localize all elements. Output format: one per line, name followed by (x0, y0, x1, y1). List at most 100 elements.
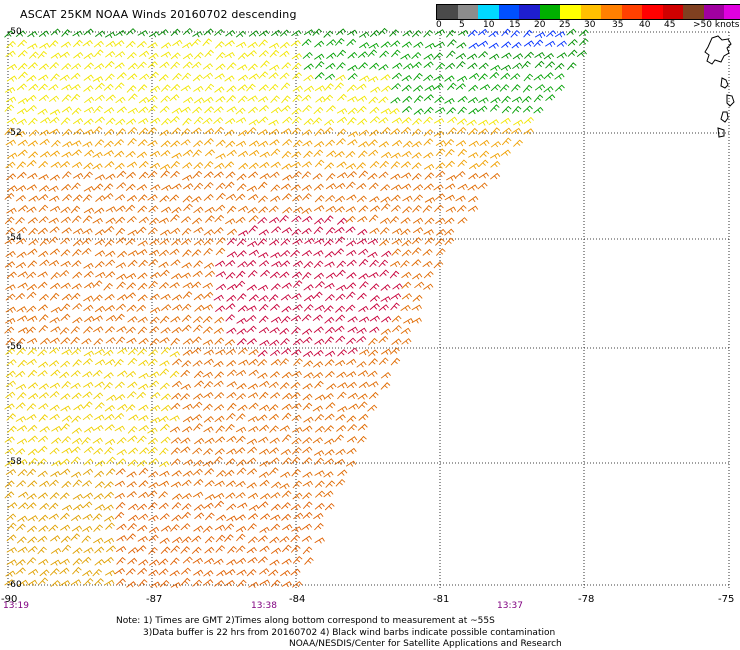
wind-barb (247, 383, 259, 390)
wind-barb (301, 184, 312, 191)
wind-barb (126, 194, 138, 202)
wind-barb (292, 492, 303, 500)
wind-barb (348, 403, 359, 410)
wind-barb (193, 293, 204, 301)
wind-barb (193, 370, 204, 379)
wind-barb (126, 85, 137, 93)
wind-barb (203, 160, 214, 169)
wind-barb (314, 457, 324, 466)
wind-barb (499, 84, 510, 92)
wind-barb (380, 203, 391, 211)
wind-barb (5, 380, 16, 388)
wind-barb (160, 327, 171, 334)
wind-barb (137, 524, 148, 532)
legend-swatch (683, 5, 704, 19)
wind-barb (103, 192, 114, 200)
wind-barb (292, 194, 303, 202)
wind-barb (246, 568, 257, 577)
wind-barb (269, 425, 279, 433)
wind-barb (301, 314, 312, 322)
wind-barb (281, 558, 292, 565)
wind-barb (554, 73, 565, 80)
wind-barb (248, 348, 259, 356)
wind-barb (27, 62, 38, 70)
wind-barb (213, 106, 224, 114)
wind-barb (225, 259, 236, 267)
wind-barb (444, 97, 455, 105)
wind-barb (4, 261, 16, 268)
wind-barb (92, 217, 103, 224)
wind-barb (61, 480, 72, 489)
wind-barb (391, 117, 403, 124)
wind-barb (50, 535, 61, 542)
wind-barb (280, 82, 291, 91)
wind-barb (5, 161, 16, 169)
wind-barb (301, 171, 312, 179)
wind-barb (4, 460, 15, 467)
wind-barb (48, 502, 59, 511)
wind-barb (280, 249, 291, 257)
wind-barb (214, 524, 226, 531)
wind-barb (204, 468, 215, 476)
wind-barb (193, 161, 204, 170)
wind-barb (214, 41, 225, 49)
wind-barb (313, 450, 325, 457)
wind-barb (191, 196, 202, 203)
wind-barb (147, 61, 158, 69)
wind-barb (346, 240, 357, 247)
wind-barb (435, 107, 446, 114)
wind-barb (27, 43, 38, 50)
wind-barb (323, 238, 334, 247)
wind-barb (93, 578, 104, 586)
wind-barb (125, 171, 137, 179)
wind-barb (391, 324, 402, 333)
wind-barb (567, 38, 578, 47)
wind-barb (445, 148, 455, 157)
wind-barb (401, 126, 411, 135)
wind-barb (258, 195, 268, 203)
wind-barb (94, 481, 105, 489)
wind-barb (60, 524, 71, 531)
wind-barb (380, 382, 391, 390)
wind-barb (105, 94, 116, 102)
wind-barb (367, 404, 378, 412)
wind-barb (336, 260, 347, 269)
wind-barb (378, 357, 389, 366)
lat-label: -56 (7, 342, 22, 352)
wind-barb (171, 501, 182, 510)
wind-barb (248, 504, 260, 511)
wind-barb (213, 558, 224, 565)
wind-barb (38, 74, 49, 81)
wind-barb (38, 293, 49, 301)
wind-barb (15, 383, 27, 390)
wind-barb (314, 140, 325, 148)
wind-barb (334, 226, 345, 234)
wind-barb (6, 413, 17, 421)
wind-barb (324, 162, 335, 170)
wind-barb (170, 557, 180, 566)
wind-barb (49, 61, 60, 70)
wind-barb (136, 40, 147, 48)
wind-barb (182, 282, 193, 289)
wind-barb (203, 447, 214, 456)
wind-barb (347, 117, 357, 125)
wind-barb (369, 283, 380, 291)
wind-barb (214, 448, 225, 455)
wind-barb (72, 194, 83, 202)
wind-barb (114, 40, 125, 47)
wind-barb (161, 117, 171, 126)
wind-barb (15, 261, 27, 269)
wind-barb (401, 338, 412, 345)
wind-barb (172, 72, 182, 81)
wind-barb (115, 313, 125, 322)
wind-barb (293, 512, 304, 520)
wind-barb (93, 183, 104, 191)
wind-barb (60, 468, 71, 475)
wind-barb (225, 218, 236, 225)
wind-barb (477, 105, 488, 113)
wind-barb (38, 414, 48, 422)
wind-barb (181, 360, 192, 368)
wind-barb (301, 535, 312, 542)
wind-barb (38, 204, 49, 213)
wind-barb (93, 424, 104, 432)
